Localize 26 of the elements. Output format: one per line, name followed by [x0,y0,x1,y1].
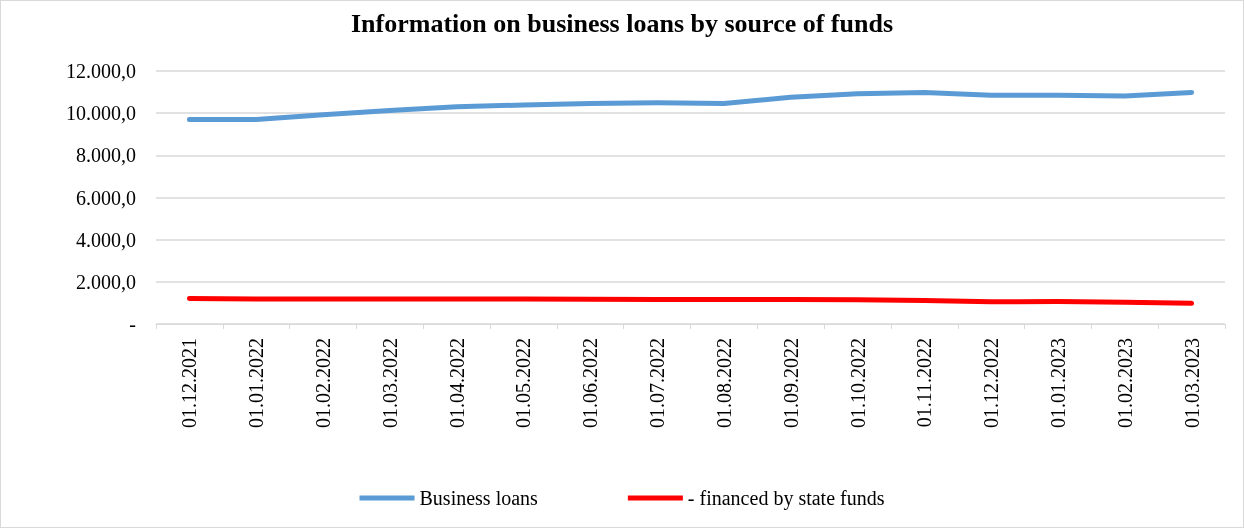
x-tick-label: 01.02.2023 [1113,338,1136,428]
x-tick-label: 01.08.2022 [712,338,735,428]
x-tick-label: 01.09.2022 [779,338,802,428]
x-tick-label: 01.05.2022 [512,338,535,428]
x-tick-label: 01.12.2022 [980,338,1003,428]
y-tick-label: 4.000,0 [76,228,136,251]
y-tick-label: 2.000,0 [76,270,136,293]
x-tick-label: 01.07.2022 [646,338,669,428]
x-tick-label: 01.01.2022 [245,338,268,428]
y-tick-label: 12.000,0 [66,60,136,82]
x-tick-label: 01.03.2023 [1180,338,1203,428]
x-tick-label: 01.03.2022 [378,338,401,428]
y-tick-label: 6.000,0 [76,186,136,209]
legend-label: - financed by state funds [687,487,885,510]
x-tick-label: 01.02.2022 [312,338,335,428]
chart-title: Information on business loans by source of funds [350,8,894,38]
y-tick-label: 10.000,0 [66,102,136,125]
x-tick-label: 01.06.2022 [579,338,602,428]
y-tick-label: 8.000,0 [76,144,136,167]
x-tick-label: 01.11.2022 [913,338,936,428]
x-tick-label: 01.04.2022 [445,338,468,428]
x-tick-label: 01.01.2023 [1046,338,1069,428]
legend-label: Business loans [419,487,539,509]
x-tick-label: 01.10.2022 [846,338,869,428]
x-tick-label: 01.12.2021 [178,338,201,428]
y-tick-label: - [129,313,136,335]
